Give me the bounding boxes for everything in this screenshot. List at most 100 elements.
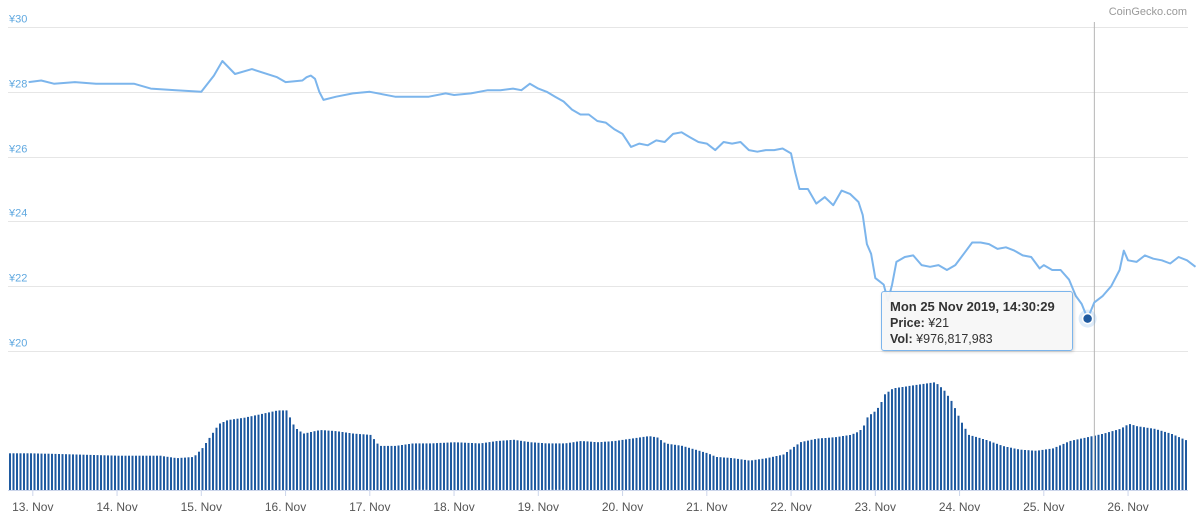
volume-bar	[1059, 445, 1061, 490]
volume-bar	[425, 443, 428, 490]
volume-bar	[373, 439, 375, 490]
volume-bar	[625, 439, 627, 490]
volume-bar	[821, 438, 823, 490]
volume-bar	[411, 443, 414, 490]
volume-bar	[950, 400, 953, 490]
volume-bar	[362, 434, 365, 490]
volume-bar	[89, 454, 92, 490]
volume-bar	[1055, 446, 1058, 490]
x-tick-label: 25. Nov	[1023, 500, 1064, 514]
volume-bar	[404, 444, 407, 490]
volume-bar	[1167, 432, 1170, 490]
volume-bar	[789, 449, 792, 490]
volume-bar	[737, 458, 739, 490]
volume-bar	[516, 440, 519, 490]
volume-bar	[740, 459, 743, 490]
volume-bar	[530, 442, 533, 490]
volume-bar	[768, 457, 771, 490]
volume-bar	[156, 455, 158, 490]
volume-bar	[677, 445, 680, 490]
volume-bar	[502, 440, 505, 490]
volume-bar	[1150, 428, 1152, 490]
volume-bar	[1024, 450, 1026, 490]
volume-bar	[236, 418, 239, 490]
volume-bar	[128, 455, 130, 490]
volume-bar	[376, 443, 379, 490]
volume-bar	[870, 414, 872, 490]
volume-bar	[142, 455, 144, 490]
volume-bar	[898, 387, 900, 490]
x-tick-label: 22. Nov	[770, 500, 811, 514]
volume-bar	[1185, 440, 1187, 490]
volume-bar	[758, 459, 760, 490]
volume-bar	[359, 434, 361, 490]
volume-bar	[635, 437, 638, 490]
volume-bar	[96, 455, 99, 490]
volume-bar	[355, 433, 358, 490]
volume-bar	[1069, 440, 1072, 490]
volume-bar	[184, 457, 186, 490]
volume-bar	[954, 408, 956, 490]
volume-bar	[418, 443, 421, 490]
volume-bar	[215, 427, 218, 490]
volume-bar	[313, 431, 316, 490]
volume-bar	[667, 443, 669, 490]
volume-bar	[1157, 429, 1159, 490]
volume-bar	[957, 415, 960, 490]
volume-bar	[1034, 450, 1037, 490]
volume-bar	[800, 442, 802, 490]
volume-bar	[744, 459, 746, 490]
volume-bar	[929, 382, 932, 490]
volume-bar	[1125, 425, 1128, 490]
price-series-line	[28, 60, 1197, 320]
volume-bar	[310, 432, 312, 490]
y-axis-ticks: ¥20 ¥22 ¥24 ¥26 ¥28 ¥30	[8, 14, 27, 350]
volume-bar	[968, 434, 970, 490]
volume-bar	[369, 434, 372, 490]
volume-bar	[233, 419, 235, 490]
x-tick-label: 24. Nov	[939, 500, 980, 514]
volume-bar	[341, 432, 344, 490]
volume-bar	[93, 455, 95, 490]
volume-bar	[250, 416, 253, 490]
volume-bar	[866, 417, 869, 490]
volume-bar	[481, 443, 484, 490]
volume-bar	[926, 383, 928, 490]
volume-bar	[219, 423, 221, 490]
volume-bar	[593, 442, 596, 490]
volume-bar	[723, 457, 725, 490]
x-tick-label: 15. Nov	[181, 500, 222, 514]
volume-bar	[131, 455, 134, 490]
volume-bar	[100, 455, 102, 490]
volume-bar	[296, 429, 298, 490]
volume-bar	[478, 443, 480, 490]
volume-bar	[166, 456, 169, 490]
credit-label[interactable]: CoinGecko.com	[1108, 6, 1187, 18]
volume-bar	[205, 443, 207, 490]
volume-bar	[247, 416, 249, 490]
volume-bar	[877, 407, 879, 490]
price-tooltip: Mon 25 Nov 2019, 14:30:29 Price: ¥21 Vol…	[881, 291, 1073, 351]
volume-bar	[506, 440, 508, 490]
volume-bar	[1143, 427, 1145, 490]
volume-bar	[751, 460, 753, 490]
volume-bar	[905, 386, 907, 490]
volume-bar	[1171, 434, 1173, 490]
volume-bar	[852, 433, 855, 490]
volume-bar	[779, 455, 781, 490]
volume-bar	[16, 453, 18, 491]
volume-bar	[54, 453, 57, 490]
x-tick-label: 13. Nov	[12, 500, 53, 514]
volume-bar	[212, 432, 214, 490]
volume-bar	[670, 444, 673, 490]
x-tick-label: 23. Nov	[855, 500, 896, 514]
volume-bar	[299, 431, 302, 490]
volume-bar	[835, 437, 837, 490]
volume-bar	[562, 443, 564, 490]
volume-bar	[828, 437, 830, 490]
volume-bar	[58, 454, 60, 490]
volume-bar	[1003, 446, 1005, 490]
volume-bar	[1115, 430, 1117, 490]
volume-bar	[261, 413, 263, 490]
